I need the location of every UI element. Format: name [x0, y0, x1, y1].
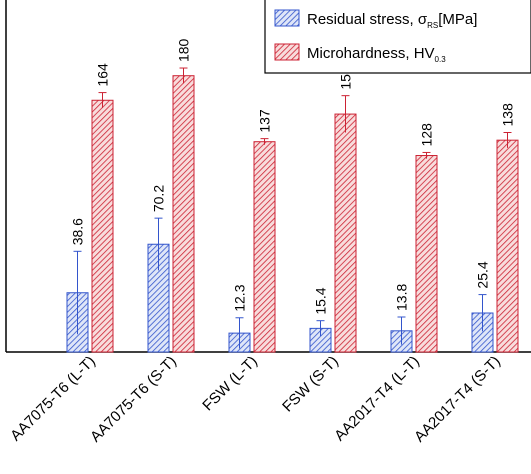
value-label-residual-stress-fsw-l-t: 12.3 — [232, 284, 248, 311]
bars-layer — [66, 75, 519, 353]
bar-microhardness-aa7075-t6-l-t — [91, 99, 114, 353]
legend-label-residual-stress: Residual stress, σRS[MPa] — [307, 11, 477, 30]
legend: Residual stress, σRS[MPa] Microhardness,… — [264, 0, 531, 74]
legend-label-microhardness: Microhardness, HV0.3 — [307, 45, 446, 64]
error-bars-layer — [73, 67, 512, 349]
category-label-aa7075-t6-l-t: AA7075-T6 (L-T) — [7, 353, 99, 445]
value-label-residual-stress-aa2017-t4-s-t: 25.4 — [475, 261, 491, 288]
value-label-residual-stress-aa7075-t6-l-t: 38.6 — [70, 218, 86, 245]
legend-swatch-residual-stress — [274, 9, 300, 27]
legend-swatch-microhardness — [274, 43, 300, 61]
value-label-microhardness-aa2017-t4-s-t: 138 — [500, 103, 516, 127]
value-label-residual-stress-aa7075-t6-s-t: 70.2 — [151, 185, 167, 212]
value-label-microhardness-aa7075-t6-l-t: 164 — [95, 63, 111, 87]
value-label-residual-stress-fsw-s-t: 15.4 — [313, 287, 329, 314]
category-labels-layer: AA7075-T6 (L-T)AA7075-T6 (S-T) FSW (L-T) F… — [7, 353, 504, 446]
value-labels-layer: 38.616470.218012.313715.415513.812825.41… — [70, 38, 516, 314]
category-label-fsw-s-t: FSW (S-T) — [279, 353, 342, 416]
bar-microhardness-fsw-s-t — [334, 113, 357, 353]
value-label-microhardness-aa2017-t4-l-t: 128 — [419, 123, 435, 147]
bar-microhardness-aa7075-t6-s-t — [172, 75, 195, 353]
bar-microhardness-fsw-l-t — [253, 141, 276, 353]
value-label-residual-stress-aa2017-t4-l-t: 13.8 — [394, 284, 410, 311]
category-label-aa2017-t4-s-t: AA2017-T4 (S-T) — [411, 353, 504, 446]
category-label-fsw-l-t: FSW (L-T) — [199, 353, 261, 415]
legend-box — [264, 0, 531, 74]
value-label-microhardness-aa7075-t6-s-t: 180 — [176, 38, 192, 62]
bar-microhardness-aa2017-t4-l-t — [415, 155, 438, 353]
bar-microhardness-aa2017-t4-s-t — [496, 139, 519, 353]
category-label-aa2017-t4-l-t: AA2017-T4 (L-T) — [331, 353, 423, 445]
category-label-aa7075-t6-s-t: AA7075-T6 (S-T) — [87, 353, 180, 446]
value-label-microhardness-fsw-l-t: 137 — [257, 109, 273, 133]
